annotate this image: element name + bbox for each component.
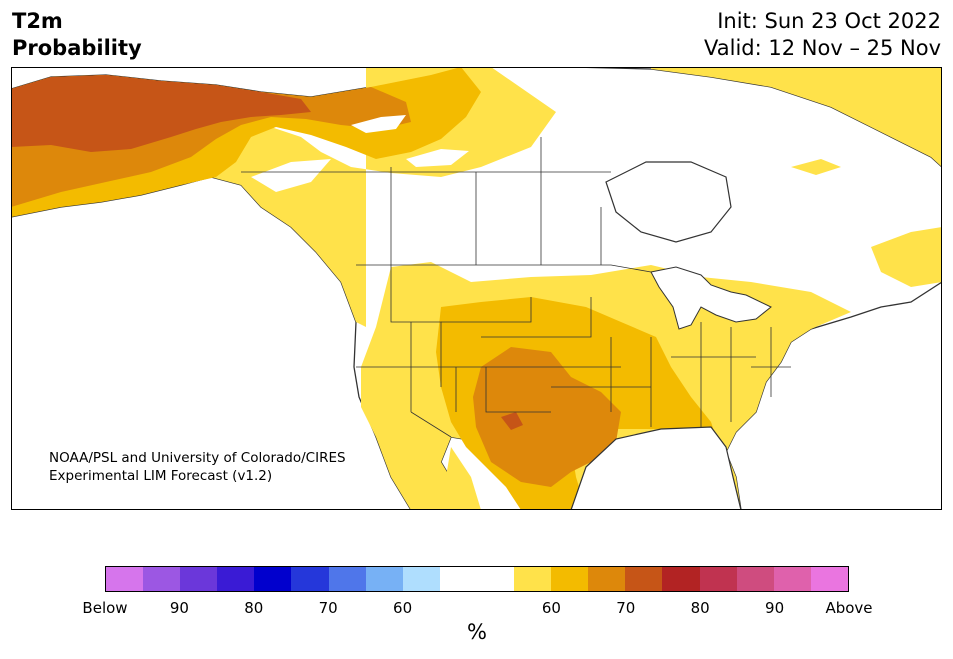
colorbar-tick-label: Above bbox=[825, 599, 873, 617]
colorbar-tick-label: 90 bbox=[169, 599, 189, 617]
snow-patch-2 bbox=[406, 149, 469, 167]
snow-patch-1 bbox=[351, 115, 406, 133]
colorbar-segment-19 bbox=[810, 567, 848, 591]
colorbar-segment-1 bbox=[143, 567, 181, 591]
gulf-water bbox=[570, 426, 742, 510]
colorbar-tick-label: 70 bbox=[318, 599, 338, 617]
shade-60-labrador bbox=[871, 227, 942, 287]
colorbar-segment-3 bbox=[217, 567, 255, 591]
colorbar-tick-label: 80 bbox=[690, 599, 710, 617]
colorbar-tick-label: 60 bbox=[541, 599, 561, 617]
colorbar-segment-9 bbox=[439, 567, 477, 591]
colorbar-segment-6 bbox=[328, 567, 366, 591]
shade-60-northeast bbox=[651, 67, 942, 175]
colorbar-tick-label: 60 bbox=[393, 599, 413, 617]
snow-patch-3 bbox=[251, 159, 331, 192]
map-frame bbox=[11, 67, 942, 510]
colorbar-segment-16 bbox=[699, 567, 737, 591]
colorbar-tick-label: 90 bbox=[765, 599, 785, 617]
colorbar bbox=[105, 566, 849, 592]
credit-line-2: Experimental LIM Forecast (v1.2) bbox=[49, 468, 273, 484]
init-date: Init: Sun 23 Oct 2022 bbox=[717, 9, 941, 33]
colorbar-segment-10 bbox=[476, 567, 515, 591]
shade-70-us bbox=[473, 347, 621, 487]
valid-range: Valid: 12 Nov – 25 Nov bbox=[704, 36, 941, 60]
date-info: Init: Sun 23 Oct 2022 Valid: 12 Nov – 25… bbox=[704, 8, 941, 62]
colorbar-tick-label: Below bbox=[82, 599, 128, 617]
colorbar-segment-12 bbox=[551, 567, 589, 591]
credit-line-1: NOAA/PSL and University of Colorado/CIRE… bbox=[49, 450, 346, 466]
colorbar-tick-label: 80 bbox=[244, 599, 264, 617]
great-lakes bbox=[650, 266, 772, 330]
shade-60-mexico bbox=[446, 447, 481, 510]
colorbar-segment-14 bbox=[625, 567, 663, 591]
colorbar-segment-15 bbox=[662, 567, 700, 591]
colorbar-segment-2 bbox=[180, 567, 218, 591]
shade-60-northwest bbox=[211, 67, 556, 327]
colorbar-tick-label: 70 bbox=[616, 599, 636, 617]
colorbar-segment-4 bbox=[254, 567, 292, 591]
colorbar-segment-8 bbox=[402, 567, 440, 591]
variable-title: T2m bbox=[12, 9, 63, 33]
shade-75-alaska bbox=[11, 75, 311, 152]
colorbar-segment-7 bbox=[365, 567, 403, 591]
colorbar-unit: % bbox=[467, 620, 487, 644]
colorbar-segment-5 bbox=[291, 567, 329, 591]
colorbar-segment-11 bbox=[514, 567, 552, 591]
forecast-map bbox=[11, 67, 942, 510]
shade-75-texas bbox=[501, 412, 523, 430]
colorbar-segment-0 bbox=[106, 567, 144, 591]
credit-text: NOAA/PSL and University of Colorado/CIRE… bbox=[49, 449, 346, 485]
political-borders bbox=[241, 137, 791, 438]
product-title: Probability bbox=[12, 36, 142, 60]
colorbar-segment-17 bbox=[736, 567, 774, 591]
colorbar-segment-18 bbox=[773, 567, 811, 591]
map-title: T2m Probability bbox=[12, 8, 142, 62]
colorbar-segment-13 bbox=[588, 567, 626, 591]
hudson-bay bbox=[605, 161, 732, 243]
